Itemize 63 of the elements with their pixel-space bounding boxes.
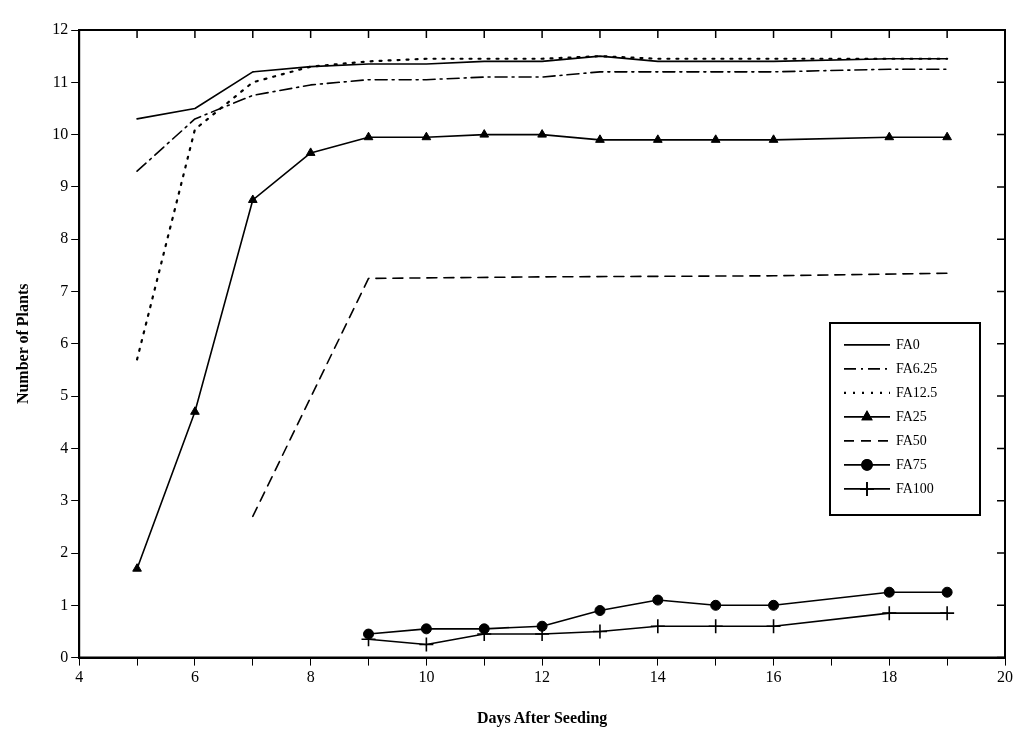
y-tick-label: 2 (60, 543, 69, 561)
y-tick-label: 7 (60, 281, 69, 299)
point (247, 194, 258, 203)
point (479, 129, 490, 138)
point (653, 134, 663, 143)
x-tick-label: 10 (418, 668, 435, 686)
point (420, 623, 432, 635)
point (363, 628, 375, 640)
legend-label: FA50 (896, 432, 927, 448)
point (710, 134, 721, 143)
point (941, 586, 953, 598)
point (478, 623, 490, 635)
point (768, 134, 779, 143)
y-tick-label: 9 (60, 177, 69, 195)
x-tick-label: 20 (997, 668, 1013, 686)
point (768, 599, 780, 611)
line-series (251, 272, 948, 518)
x-tick-label: 6 (190, 668, 199, 686)
point (710, 599, 722, 611)
point (650, 618, 666, 635)
legend-label: FA25 (896, 408, 927, 424)
x-tick-label: 8 (306, 668, 315, 686)
y-axis-title: Number of Plants (13, 283, 31, 405)
point (536, 620, 548, 632)
x-tick-label: 18 (881, 668, 898, 686)
point (942, 131, 952, 141)
point (594, 605, 606, 617)
y-tick-label: 10 (52, 124, 69, 142)
legend-label: FA100 (896, 480, 934, 496)
y-tick-label: 4 (60, 438, 69, 456)
point (363, 131, 374, 141)
point (883, 586, 895, 598)
point (132, 563, 142, 572)
x-axis-title: Days After Seeding (476, 708, 608, 727)
point (939, 605, 955, 621)
point (707, 618, 724, 635)
x-tick-label: 16 (765, 668, 782, 686)
point (884, 131, 895, 141)
point (421, 131, 432, 141)
y-tick-label: 1 (60, 595, 69, 613)
y-tick-label: 5 (60, 386, 69, 404)
y-tick-label: 12 (52, 20, 69, 38)
y-tick-label: 3 (60, 490, 69, 508)
point (537, 129, 547, 138)
point (765, 618, 782, 635)
point (305, 147, 316, 156)
point (592, 623, 608, 640)
legend-label: FA12.5 (896, 384, 938, 400)
y-tick-label: 11 (52, 72, 69, 90)
point (881, 605, 898, 621)
y-tick-label: 6 (60, 334, 69, 351)
y-tick-label: 8 (60, 229, 69, 247)
y-tick-label: 0 (60, 647, 69, 665)
point (595, 134, 605, 143)
x-tick-label: 12 (534, 668, 551, 686)
point (190, 406, 200, 415)
x-tick-label: 14 (649, 668, 666, 686)
legend-label: FA6.25 (896, 360, 938, 376)
legend-label: FA75 (896, 456, 927, 472)
point (418, 636, 435, 653)
x-tick-label: 4 (75, 668, 84, 686)
point (652, 594, 664, 606)
legend-label: FA0 (896, 336, 920, 352)
